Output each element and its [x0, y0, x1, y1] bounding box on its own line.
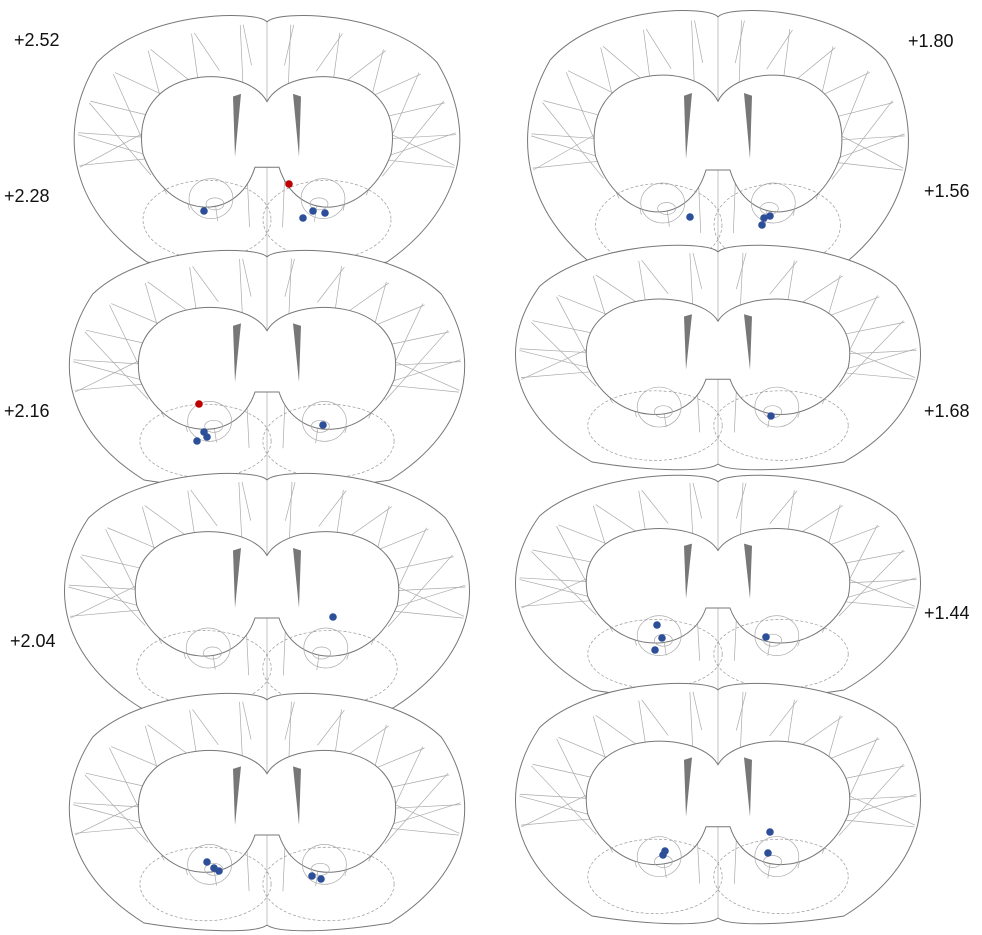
placement-dot — [758, 221, 766, 229]
brain-section — [516, 683, 921, 923]
section-label: +2.04 — [10, 631, 56, 651]
placement-dot — [686, 213, 694, 221]
brain-section — [516, 245, 921, 469]
brain-section — [516, 475, 921, 698]
brain-sections — [65, 11, 921, 931]
placement-dot — [285, 180, 293, 188]
section-label: +1.56 — [924, 181, 970, 201]
section-label: +1.44 — [924, 603, 970, 623]
section-label: +2.16 — [4, 401, 50, 421]
placement-dot — [321, 209, 329, 217]
placement-dot — [653, 621, 661, 629]
brain-section — [69, 250, 464, 487]
brain-section — [69, 693, 464, 930]
placement-dot — [766, 212, 774, 220]
placement-dot — [195, 400, 203, 408]
section-label: +1.80 — [908, 31, 954, 51]
section-label: +2.52 — [14, 30, 60, 50]
placement-dot — [764, 849, 772, 857]
placement-dot — [659, 851, 667, 859]
placement-dot — [767, 412, 775, 420]
placement-dot — [203, 858, 211, 866]
section-label: +1.68 — [924, 401, 970, 421]
placement-dot — [329, 613, 337, 621]
figure: +2.52 +2.28 +2.16 +2.04 +1.80 +1.56 +1.6… — [0, 0, 982, 935]
placement-dot — [193, 437, 201, 445]
placement-dot — [317, 875, 325, 883]
placement-dot — [299, 214, 307, 222]
placement-dot — [651, 646, 659, 654]
placement-dot — [766, 828, 774, 836]
brain-section — [528, 11, 909, 278]
placement-dot — [203, 433, 211, 441]
brain-section — [65, 473, 470, 715]
placement-dot — [309, 207, 317, 215]
placement-dot — [215, 867, 223, 875]
placement-dot — [319, 421, 327, 429]
placement-dot — [762, 633, 770, 641]
placement-dot — [200, 207, 208, 215]
brain-section — [74, 15, 460, 269]
section-label: +2.28 — [4, 186, 50, 206]
placement-dot — [658, 634, 666, 642]
placement-dot — [308, 872, 316, 880]
